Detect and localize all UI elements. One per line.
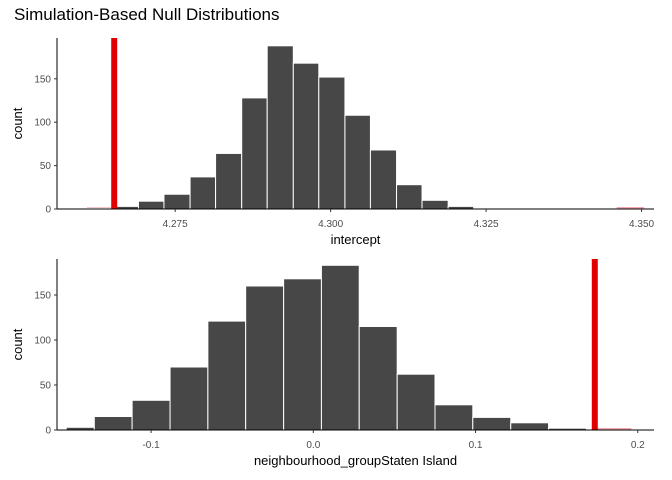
y-tick-label: 50 (40, 381, 52, 392)
y-tick-label: 100 (34, 336, 51, 347)
histogram-bar (318, 76, 346, 210)
x-tick-label: 4.350 (629, 219, 654, 230)
x-tick-label: 4.275 (163, 219, 188, 230)
x-tick-label: 4.300 (318, 219, 343, 230)
histogram-bar (189, 176, 217, 210)
y-axis-title: count (10, 107, 25, 139)
histogram-bar (241, 97, 268, 210)
x-axis-title: intercept (331, 232, 381, 247)
histogram-bar (510, 422, 550, 431)
histogram-bar (93, 416, 133, 431)
y-tick-label: 0 (45, 205, 51, 216)
histogram-bar (207, 320, 247, 431)
x-tick-label: 0.0 (306, 440, 320, 451)
y-tick-label: 150 (34, 291, 51, 302)
histogram-bar (421, 199, 449, 210)
x-tick-label: 0.2 (631, 440, 645, 451)
histogram-bar (472, 416, 512, 431)
histogram-bar (369, 149, 398, 210)
histogram-bar (245, 285, 285, 431)
histogram-bar (320, 264, 360, 431)
shade-region-1 (616, 207, 645, 210)
histogram-bar (163, 193, 191, 210)
x-tick-label: 4.325 (474, 219, 499, 230)
histogram-bar (434, 404, 474, 431)
histogram-bar (266, 45, 294, 210)
histogram-bar (283, 278, 322, 431)
histogram-bar (292, 62, 320, 210)
histogram-bar (358, 326, 398, 431)
x-tick-label: -0.1 (142, 440, 160, 451)
histogram-bar (215, 152, 243, 210)
y-tick-label: 100 (34, 118, 51, 129)
x-axis-title: neighbourhood_groupStaten Island (254, 453, 457, 468)
histogram-bar (396, 373, 436, 431)
histogram-bar (344, 114, 371, 210)
histogram-bar (137, 200, 165, 210)
chart-title: Simulation-Based Null Distributions (14, 5, 280, 24)
panel-intercept: 0 50 100 150 4.275 4.300 4.325 4.350 intercept co… (10, 38, 655, 247)
y-tick-label: 0 (45, 426, 51, 437)
panel-neighbourhood-staten-island: 0 50 100 150 -0.1 0.0 0.1 0.2 neighbourhood_grou… (10, 259, 654, 468)
histogram-bar (396, 184, 423, 210)
y-axis-title: count (10, 328, 25, 360)
y-tick-label: 150 (34, 74, 51, 85)
histogram-bar (169, 366, 209, 431)
y-tick-label: 50 (40, 161, 52, 172)
x-tick-label: 0.1 (469, 440, 483, 451)
shade-region-1 (594, 428, 632, 431)
histogram-bar (131, 399, 171, 431)
